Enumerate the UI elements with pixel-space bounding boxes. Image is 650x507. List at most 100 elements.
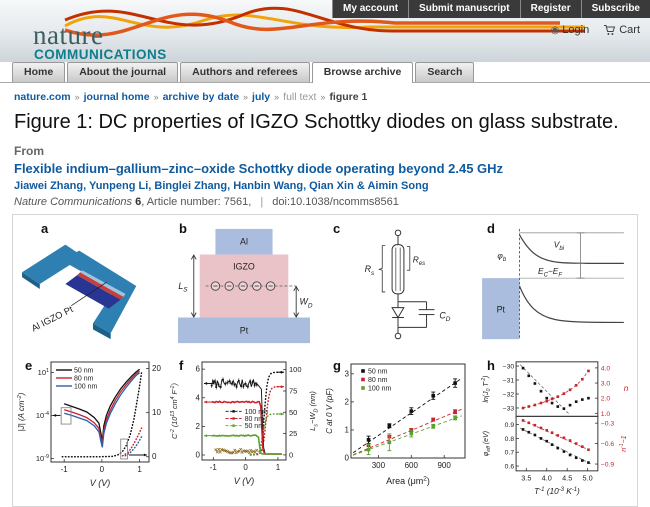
svg-text:Res: Res (413, 254, 425, 266)
breadcrumb-archive-by-date[interactable]: archive by date (162, 91, 240, 103)
panel-g-label: g (333, 358, 341, 373)
svg-text:10: 10 (152, 408, 161, 417)
svg-text:6: 6 (196, 365, 201, 374)
svg-text:EC−EF: EC−EF (538, 266, 562, 278)
svg-text:1: 1 (276, 463, 281, 472)
panel-a: a Al IGZO Pt (15, 219, 169, 356)
svg-text:50 nm: 50 nm (368, 369, 388, 376)
resistor-symbol (391, 244, 405, 295)
svg-text:1: 1 (345, 425, 350, 434)
panel-c: c (323, 219, 477, 356)
paper-title-link[interactable]: Flexible indium–gallium–zinc–oxide Schot… (14, 161, 504, 176)
login-link[interactable]: ◉ Login (551, 24, 590, 36)
subscribe-button[interactable]: Subscribe (580, 0, 650, 18)
breadcrumb-nature-com[interactable]: nature.com (14, 91, 71, 103)
svg-text:50 nm: 50 nm (74, 368, 94, 375)
svg-text:Al: Al (240, 237, 248, 247)
login-cart-bar: ◉ Login Cart (551, 24, 640, 36)
svg-text:50 nm: 50 nm (245, 423, 265, 430)
res-bracket (406, 246, 411, 271)
cart-label: Cart (619, 24, 640, 36)
journal-citation-line: Nature Communications 6, Article number:… (14, 196, 399, 208)
svg-text:5.0: 5.0 (583, 474, 593, 483)
svg-text:-1: -1 (61, 465, 69, 474)
panel-b-cross-section: Al IGZO Pt LS WD (178, 228, 313, 344)
communications-logo-text[interactable]: COMMUNICATIONS (34, 47, 167, 62)
svg-text:100 nm: 100 nm (74, 384, 98, 391)
svg-text:Area (μm2): Area (μm2) (386, 475, 430, 486)
nature-logo-waves (64, 6, 585, 37)
panel-g: g 300 600 900 0 1 2 3 50 nm 80 nm 100 nm C at 0 V … (323, 356, 477, 502)
panel-b: b Al IGZO Pt LS WD (169, 219, 323, 356)
svg-text:2.0: 2.0 (601, 396, 611, 403)
svg-text:4.5: 4.5 (562, 474, 572, 483)
svg-text:0: 0 (152, 452, 157, 461)
cart-link[interactable]: Cart (603, 24, 640, 36)
tab-about-the-journal[interactable]: About the journal (67, 62, 179, 82)
svg-text:2: 2 (345, 397, 350, 406)
svg-text:3.0: 3.0 (601, 380, 611, 387)
nature-logo-text[interactable]: nature (33, 20, 104, 50)
panel-a-device-schematic: Al IGZO Pt (22, 244, 137, 340)
bottom-terminal (394, 332, 402, 340)
top-terminal (394, 229, 402, 237)
al-top-electrode-shape (22, 244, 84, 285)
account-bar: My account Submit manuscript Register Su… (332, 0, 650, 18)
tab-home[interactable]: Home (12, 62, 66, 82)
breadcrumb-july[interactable]: july (252, 91, 271, 103)
breadcrumb-separator: » (74, 92, 80, 102)
svg-text:10-9: 10-9 (36, 454, 49, 463)
svg-text:0.8: 0.8 (505, 436, 515, 443)
electron-symbols (210, 281, 276, 291)
journal-name: Nature Communications (14, 196, 132, 208)
al-bottom-electrode-shape (61, 250, 137, 334)
svg-text:4: 4 (196, 393, 201, 402)
tab-authors-and-referees[interactable]: Authors and referees (180, 62, 310, 82)
al-contact-rect (215, 228, 273, 255)
svg-text:WD: WD (300, 297, 313, 310)
submit-manuscript-button[interactable]: Submit manuscript (408, 0, 520, 18)
svg-text:10-4: 10-4 (36, 411, 49, 420)
figure-1-image: a Al IGZO Pt b (12, 214, 638, 507)
panel-d-band-diagram: φb Vbi EC−EF Pt (482, 228, 624, 340)
svg-text:−0.6: −0.6 (601, 441, 615, 448)
svg-text:n: n (624, 384, 629, 393)
tab-browse-archive[interactable]: Browse archive (311, 62, 414, 83)
svg-text:−32: −32 (503, 391, 515, 398)
svg-text:C at 0 V (pF): C at 0 V (pF) (325, 388, 334, 434)
capacitor-symbol (398, 301, 435, 328)
my-account-button[interactable]: My account (332, 0, 409, 18)
wd-arrow (293, 285, 300, 318)
breadcrumb-separator: » (243, 92, 249, 102)
diode-symbol (391, 307, 405, 319)
svg-text:−0.3: −0.3 (601, 421, 615, 428)
svg-text:|J| (A cm-2): |J| (A cm-2) (17, 392, 26, 431)
svg-text:75: 75 (289, 386, 297, 395)
svg-text:Vbi: Vbi (554, 240, 565, 252)
svg-text:3: 3 (345, 369, 350, 378)
breadcrumb-full-text[interactable]: full text (283, 91, 317, 103)
svg-text:C-2 (1013 cm4 F-2): C-2 (1013 cm4 F-2) (170, 383, 179, 439)
breadcrumb-journal-home[interactable]: journal home (83, 91, 150, 103)
panel-h-temperature-chart: 3.5 4.0 4.5 5.0 −30 −31 −32 −33 1.0 2.0 3.0 4.0 0.6 0… (481, 361, 629, 496)
login-icon: ◉ (550, 24, 560, 36)
svg-text:50: 50 (289, 408, 297, 417)
svg-text:−31: −31 (503, 377, 515, 384)
site-header: nature COMMUNICATIONS My account Submit … (0, 0, 650, 62)
panel-b-label: b (179, 221, 187, 236)
panel-d-label: d (487, 221, 495, 236)
register-button[interactable]: Register (519, 0, 581, 18)
tab-search[interactable]: Search (415, 62, 475, 82)
panel-h-label: h (487, 358, 495, 373)
svg-text:1.0: 1.0 (601, 411, 611, 418)
svg-text:0: 0 (289, 450, 293, 459)
svg-text:V (V): V (V) (234, 476, 255, 486)
panel-h: h 3.5 4.0 4.5 5.0 −30 −31 −32 −33 1.0 2.0 3.0 4.0 0.… (477, 356, 635, 502)
top-contact-strip (80, 270, 126, 297)
rs-bracket (378, 245, 386, 293)
pt-contact-rect (178, 317, 310, 344)
author-list[interactable]: Jiawei Zhang, Yunpeng Li, Binglei Zhang,… (14, 180, 429, 192)
doi-text: doi:10.1038/ncomms8561 (272, 196, 399, 208)
